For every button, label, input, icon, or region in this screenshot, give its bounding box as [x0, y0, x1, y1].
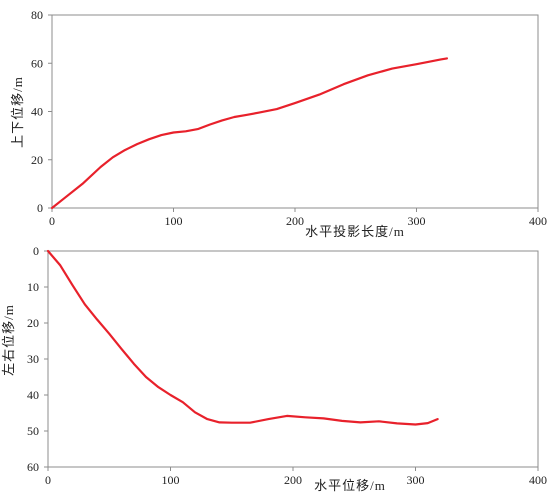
x-tick-label: 300 [407, 473, 425, 487]
series-line [50, 57, 448, 210]
y-tick-label: 30 [27, 352, 39, 366]
y-tick-label: 60 [31, 56, 43, 70]
x-axis-title: 水平位移/m [314, 478, 386, 493]
x-tick-label: 0 [49, 214, 55, 228]
y-tick-label: 10 [27, 280, 39, 294]
plot-area [51, 14, 539, 209]
x-axis-title: 水平投影长度/m [305, 224, 405, 239]
y-axis-title: 上下位移/m [10, 76, 25, 148]
x-tick-label: 0 [45, 473, 51, 487]
x-tick-label: 200 [284, 473, 302, 487]
y-tick-label: 20 [27, 316, 39, 330]
y-axis-title: 左右位移/m [1, 304, 16, 376]
y-tick-label: 40 [27, 388, 39, 402]
x-tick-label: 100 [162, 473, 180, 487]
x-tick-label: 300 [408, 214, 426, 228]
x-tick-label: 400 [529, 214, 547, 228]
y-tick-label: 0 [37, 201, 43, 215]
series-line [46, 249, 439, 426]
y-tick-label: 50 [27, 424, 39, 438]
plot-area [47, 250, 539, 468]
x-tick-label: 100 [165, 214, 183, 228]
y-tick-label: 60 [27, 460, 39, 474]
upper-displacement-chart: 0 20 40 60 80 0 100 200 300 400 水平投影长度/m 上下位移/m [10, 8, 547, 239]
x-tick-label: 400 [529, 473, 547, 487]
y-tick-label: 40 [31, 105, 43, 119]
y-tick-label: 20 [31, 153, 43, 167]
lateral-displacement-chart: 0 10 20 30 40 50 60 0 100 200 300 400 水平位移/m 左右位移/m [1, 244, 547, 493]
y-tick-label: 0 [33, 244, 39, 258]
y-tick-label: 80 [31, 8, 43, 22]
x-tick-label: 200 [286, 214, 304, 228]
